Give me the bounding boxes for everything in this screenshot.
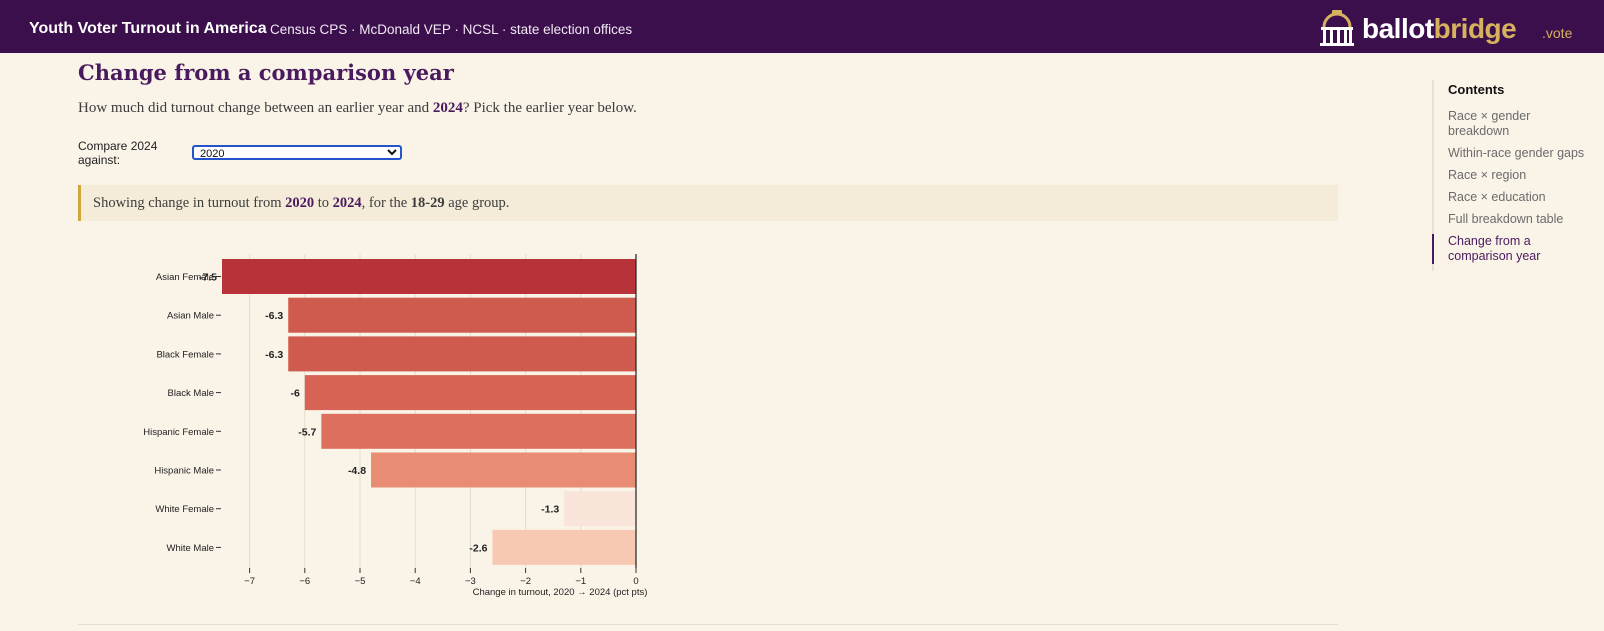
- category-label: Black Female: [156, 349, 214, 360]
- data-label: -1.3: [541, 504, 559, 516]
- top-bar: Youth Voter Turnout in America Census CP…: [0, 0, 1604, 53]
- x-tick-label: −5: [355, 576, 366, 587]
- x-tick-label: −3: [465, 576, 476, 587]
- data-label: -6: [290, 388, 299, 400]
- category-label: Black Male: [168, 388, 214, 399]
- category-label: White Male: [166, 543, 214, 554]
- lead-text-after: ? Pick the earlier year below.: [462, 100, 637, 116]
- bar: [321, 413, 636, 449]
- section-divider: [78, 624, 1338, 625]
- toc-item[interactable]: Within-race gender gaps: [1448, 146, 1585, 160]
- x-tick-label: −2: [520, 576, 531, 587]
- data-label: -6.3: [265, 310, 283, 322]
- category-label: Asian Male: [167, 311, 214, 322]
- notice-text-1: Showing change in turnout from: [93, 195, 286, 211]
- bar: [564, 491, 636, 527]
- bar: [288, 336, 636, 372]
- data-label: -5.7: [298, 426, 316, 438]
- data-sources: Census CPS · McDonald VEP · NCSL · state…: [270, 22, 633, 37]
- category-label: Hispanic Female: [143, 427, 214, 438]
- x-tick-label: −7: [244, 576, 255, 587]
- category-label: Asian Female: [156, 272, 214, 283]
- toc-item[interactable]: Race × gender breakdown: [1448, 109, 1531, 138]
- x-axis-label: Change in turnout, 2020 → 2024 (pct pts): [473, 587, 648, 598]
- data-label: -4.8: [348, 465, 366, 477]
- toc-item[interactable]: Race × education: [1448, 190, 1546, 204]
- notice-to-year: 2024: [332, 195, 362, 211]
- x-tick-label: −4: [410, 576, 421, 587]
- logo-word-ballot: ballot: [1362, 13, 1434, 44]
- toc-item[interactable]: Race × region: [1448, 168, 1527, 182]
- data-label: -7.5: [199, 272, 217, 284]
- change-notice: Showing change in turnout from 2020 to 2…: [78, 185, 1338, 221]
- toc-item[interactable]: Full breakdown table: [1448, 212, 1564, 226]
- notice-text-2: to: [314, 195, 333, 211]
- capitol-icon: [1320, 10, 1354, 46]
- compare-year-select[interactable]: 2020: [192, 145, 402, 160]
- section-title: Change from a comparison year: [78, 60, 454, 85]
- x-tick-label: 0: [633, 576, 638, 587]
- data-label: -2.6: [469, 542, 487, 554]
- logo-wordmark: ballotbridge: [1362, 13, 1517, 45]
- category-label: Hispanic Male: [154, 466, 214, 477]
- section-lead: How much did turnout change between an e…: [78, 100, 637, 117]
- notice-age-group: 18-29: [410, 195, 445, 211]
- bar: [288, 297, 636, 333]
- x-tick-label: −1: [575, 576, 586, 587]
- bar: [492, 529, 636, 565]
- lead-year: 2024: [432, 100, 463, 116]
- notice-from-year: 2020: [285, 195, 315, 211]
- contents-nav: Contents Race × gender breakdown Within-r…: [1432, 80, 1592, 271]
- contents-title: Contents: [1448, 82, 1505, 97]
- logo-tld: .vote: [1542, 25, 1573, 41]
- notice-text-4: age group.: [444, 195, 510, 211]
- category-label: White Female: [155, 504, 214, 515]
- bar: [304, 375, 636, 411]
- bar: [371, 452, 636, 488]
- lead-text-before: How much did turnout change between an e…: [78, 100, 433, 116]
- x-tick-label: −6: [299, 576, 310, 587]
- compare-year-label: Compare 2024 against:: [78, 139, 158, 167]
- site-title[interactable]: Youth Voter Turnout in America: [29, 20, 267, 37]
- logo-word-bridge: bridge: [1433, 13, 1517, 44]
- data-label: -6.3: [265, 349, 283, 361]
- bar: [222, 259, 636, 294]
- notice-text-3: , for the: [361, 195, 411, 211]
- toc-item[interactable]: Change from a comparison year: [1432, 234, 1592, 264]
